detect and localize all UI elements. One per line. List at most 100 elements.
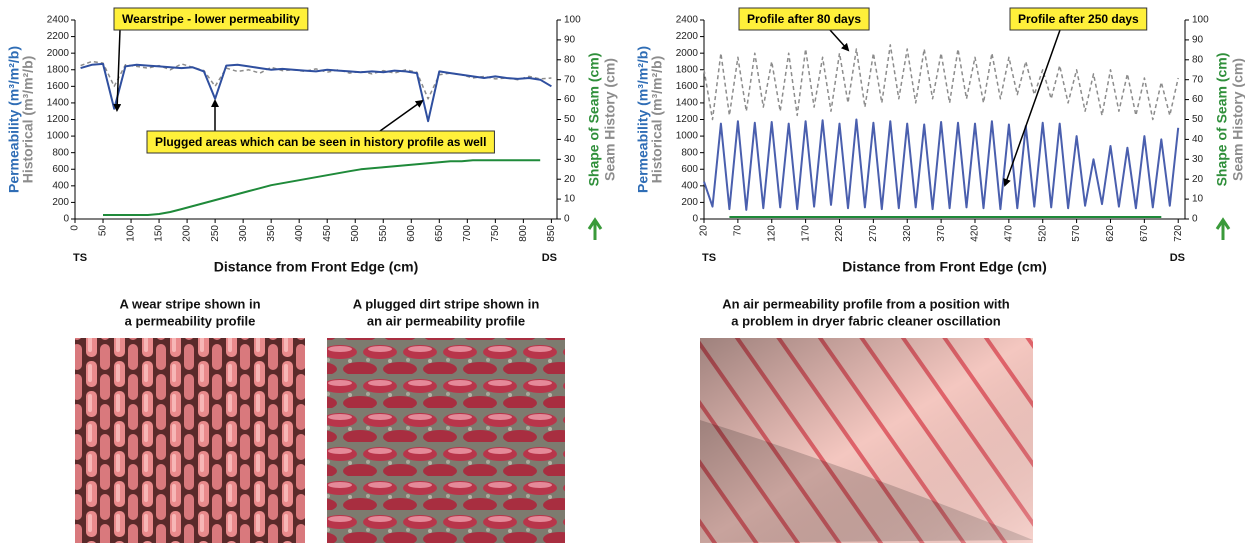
y-tick-label: 1800: [47, 64, 70, 75]
y-tick-label: 2000: [47, 48, 70, 59]
x-tick-label: 570: [1071, 225, 1082, 242]
y2-tick-label: 40: [1192, 134, 1204, 145]
x-tick-label: 500: [350, 225, 361, 242]
y2-tick-label: 100: [1192, 15, 1209, 26]
annotation-box: [146, 130, 495, 154]
annotation-arrow: [113, 29, 122, 112]
y-tick-label: 200: [52, 197, 69, 208]
y-tick-label: 0: [63, 214, 69, 225]
x-tick-label: 100: [126, 225, 137, 242]
x-tick-label: 170: [800, 225, 811, 242]
annotation: Wearstripe - lower permeability: [122, 12, 300, 26]
y-tick-label: 600: [681, 164, 698, 175]
y2-tick-label: 10: [564, 194, 576, 205]
y2-tick-label: 0: [564, 214, 570, 225]
x-tick-label: 850: [546, 225, 557, 242]
y-tick-label: 0: [692, 214, 698, 225]
x-tick-label: 400: [294, 225, 305, 242]
x-end-label: DS: [1170, 252, 1185, 264]
annotation: Profile after 250 days: [1018, 12, 1139, 26]
y2-tick-label: 70: [1192, 74, 1204, 85]
x-tick-label: 350: [266, 225, 277, 242]
y2-tick-label: 100: [564, 15, 581, 26]
x-tick-label: 520: [1037, 225, 1048, 242]
annotation-arrow: [829, 29, 850, 52]
x-end-label: TS: [73, 252, 87, 264]
y2-tick-label: 10: [1192, 194, 1204, 205]
annotation-arrow: [1003, 29, 1061, 187]
x-tick-label: 270: [868, 225, 879, 242]
y-tick-label: 800: [681, 147, 698, 158]
y-tick-label: 2000: [676, 48, 699, 59]
x-tick-label: 220: [834, 225, 845, 242]
y-tick-label: 2200: [47, 31, 70, 42]
y-tick-label: 800: [52, 147, 69, 158]
x-tick-label: 800: [518, 225, 529, 242]
annotation-box: [113, 7, 309, 31]
photo-caption: a permeability profile: [125, 313, 256, 328]
photo-caption: A plugged dirt stripe shown in: [353, 296, 540, 311]
x-tick-label: 670: [1139, 225, 1150, 242]
x-end-label: TS: [702, 252, 716, 264]
y2-tick-label: 50: [1192, 114, 1204, 125]
y-tick-label: 2200: [676, 31, 699, 42]
photo-caption: A wear stripe shown in: [119, 296, 260, 311]
chart: 0200400600800100012001400160018002000220…: [6, 7, 618, 275]
y-tick-label: 2400: [676, 15, 699, 26]
y-tick-label: 1000: [676, 131, 699, 142]
x-tick-label: 620: [1105, 225, 1116, 242]
y2-tick-label: 50: [564, 114, 576, 125]
x-tick-label: 420: [970, 225, 981, 242]
y2-tick-label: 90: [1192, 35, 1204, 46]
y-tick-label: 400: [52, 180, 69, 191]
x-tick-label: 150: [154, 225, 165, 242]
y2-tick-label: 30: [1192, 154, 1204, 165]
y-tick-label: 1400: [676, 98, 699, 109]
x-tick-label: 70: [733, 225, 744, 237]
x-axis-label: Distance from Front Edge (cm): [842, 259, 1047, 275]
x-tick-label: 450: [322, 225, 333, 242]
y2-axis-label: Shape of Seam (cm): [586, 53, 602, 187]
x-tick-label: 320: [902, 225, 913, 242]
x-tick-label: 600: [406, 225, 417, 242]
y-tick-label: 1600: [47, 81, 70, 92]
y2-tick-label: 80: [1192, 54, 1204, 65]
photo-caption: a problem in dryer fabric cleaner oscill…: [731, 313, 1001, 328]
y-axis-label: Historical (m³/m²/b): [20, 56, 36, 184]
x-tick-label: 720: [1173, 225, 1184, 242]
x-tick-label: 370: [936, 225, 947, 242]
x-tick-label: 0: [70, 225, 81, 231]
data-line: [80, 60, 552, 100]
y2-tick-label: 60: [1192, 94, 1204, 105]
x-tick-label: 50: [98, 225, 109, 237]
y2-tick-label: 70: [564, 74, 576, 85]
y-tick-label: 1600: [676, 81, 699, 92]
y-tick-label: 2400: [47, 15, 70, 26]
data-line: [703, 118, 1180, 211]
y-tick-label: 1800: [676, 64, 699, 75]
x-axis-label: Distance from Front Edge (cm): [214, 259, 419, 275]
y-tick-label: 400: [681, 180, 698, 191]
arrow-icon: [1215, 217, 1231, 240]
data-line: [703, 44, 1179, 121]
photo-caption: an air permeability profile: [367, 313, 525, 328]
annotation: Plugged areas which can be seen in histo…: [155, 135, 486, 149]
annotation-box: [738, 7, 870, 31]
y2-tick-label: 20: [564, 174, 576, 185]
data-line: [103, 159, 541, 216]
x-tick-label: 120: [766, 225, 777, 242]
y-tick-label: 1400: [47, 98, 70, 109]
x-tick-label: 250: [210, 225, 221, 242]
x-tick-label: 550: [378, 225, 389, 242]
x-end-label: DS: [542, 252, 557, 264]
annotation-arrow: [379, 99, 424, 132]
y2-tick-label: 40: [564, 134, 576, 145]
arrow-icon: [587, 217, 603, 240]
y2-tick-label: 0: [1192, 214, 1198, 225]
y-tick-label: 1000: [47, 131, 70, 142]
x-tick-label: 20: [699, 225, 710, 237]
x-tick-label: 470: [1003, 225, 1014, 242]
x-tick-label: 750: [490, 225, 501, 242]
